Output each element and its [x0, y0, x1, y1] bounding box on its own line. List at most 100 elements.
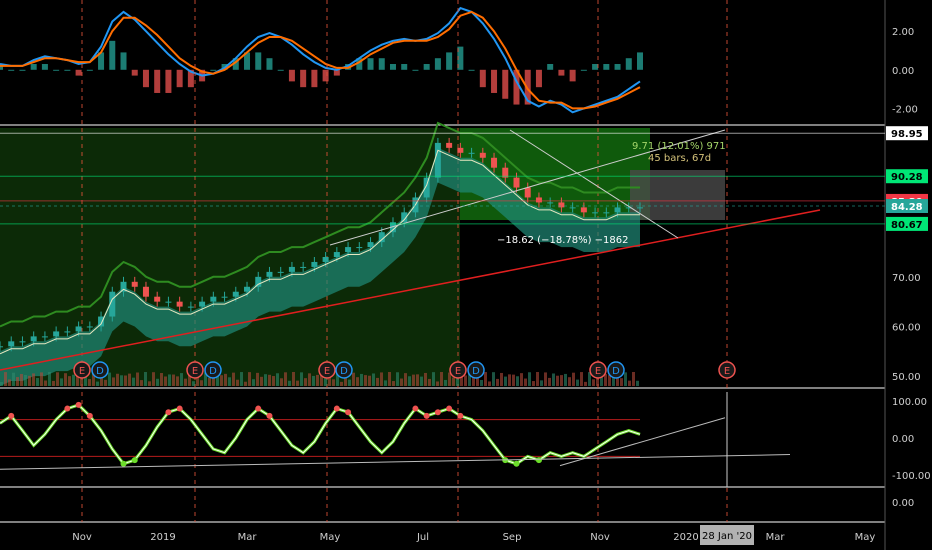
volume-bar — [276, 373, 279, 386]
volume-bar — [8, 379, 11, 386]
volume-bar — [280, 378, 283, 386]
macd-histogram-bar — [592, 64, 599, 70]
volume-bar — [72, 374, 75, 386]
macd-histogram-bar — [244, 52, 251, 70]
candle-body — [637, 207, 643, 209]
earnings-marker[interactable]: E — [589, 361, 607, 379]
earnings-marker[interactable]: E — [318, 361, 336, 379]
volume-bar — [348, 379, 351, 386]
macd-histogram-bar — [300, 69, 307, 88]
earnings-marker[interactable]: E — [449, 361, 467, 379]
candle-body — [277, 271, 284, 273]
time-axis[interactable]: Nov 2019 Mar May Jul Sep Nov 2020 Mar May — [72, 392, 875, 543]
volume-bar — [224, 373, 227, 386]
volume-bar — [324, 376, 327, 386]
volume-bar — [76, 374, 79, 386]
candle-body — [614, 207, 621, 213]
price-tag-label: 98.95 — [891, 129, 923, 140]
volume-bar — [128, 373, 131, 386]
price-axis[interactable]: 2.00 0.00 -2.00 70.00 60.00 50.00 100.00 0.00 -1… — [886, 27, 931, 509]
oscillator-dot — [165, 409, 172, 416]
candle-body — [244, 286, 251, 292]
macd-histogram-bar — [19, 69, 26, 71]
volume-bar — [468, 373, 471, 386]
price-tag-label: 90.28 — [891, 172, 923, 183]
dividend-marker[interactable]: D — [335, 361, 353, 379]
candle-body — [120, 281, 127, 292]
signal-line — [0, 10, 641, 110]
time-axis-tick: Mar — [238, 532, 258, 543]
volume-bar — [376, 377, 379, 386]
candle-body — [199, 301, 206, 307]
dividend-marker[interactable]: D — [91, 361, 109, 379]
time-axis-tick: Nov — [590, 532, 610, 543]
volume-bar — [236, 379, 239, 386]
candle-body — [255, 276, 262, 287]
volume-bar — [504, 376, 507, 386]
macd-histogram-bar — [479, 69, 486, 88]
macd-histogram-bar — [603, 64, 610, 70]
macd-histogram-bar — [187, 69, 194, 88]
macd-histogram-bar — [401, 64, 408, 70]
dividend-marker[interactable]: D — [204, 361, 222, 379]
candle-body — [41, 336, 48, 338]
volume-bar — [368, 375, 371, 386]
volume-bar — [208, 377, 211, 386]
volume-bar — [484, 372, 487, 386]
candle-body — [491, 157, 498, 168]
macd-histogram-bar — [210, 69, 217, 71]
oscillator-panel[interactable] — [0, 401, 791, 470]
oscillator-dot — [513, 460, 520, 467]
candle-body — [311, 261, 318, 267]
volume-bar — [160, 373, 163, 386]
macd-panel[interactable] — [0, 6, 643, 114]
volume-bar — [168, 374, 171, 386]
earnings-marker[interactable]: E — [73, 361, 91, 379]
candle-body — [210, 296, 217, 302]
candle-body — [131, 281, 138, 287]
candle-body — [457, 147, 464, 153]
volume-bar — [448, 372, 451, 386]
volume-bar — [524, 378, 527, 386]
earnings-marker[interactable]: E — [718, 361, 736, 379]
volume-bar — [344, 372, 347, 386]
volume-bar — [256, 372, 259, 386]
volume-bar — [124, 375, 127, 386]
price-axis-tick: 2.00 — [892, 27, 914, 38]
volume-bar — [316, 374, 319, 386]
candle-body — [30, 336, 37, 342]
earnings-marker[interactable]: E — [186, 361, 204, 379]
volume-bar — [192, 381, 195, 386]
dividend-marker[interactable]: D — [467, 361, 485, 379]
macd-histogram-bar — [154, 69, 161, 93]
macd-histogram-bar — [255, 52, 262, 70]
macd-histogram-bar — [86, 69, 93, 71]
volume-bar — [116, 373, 119, 386]
volume-bar — [212, 373, 215, 386]
volume-bar — [620, 378, 623, 386]
oscillator-dot — [423, 412, 430, 419]
crosshair-date-text: 28 Jan '20 — [702, 531, 752, 542]
candle-body — [165, 301, 172, 303]
price-tag: 80.67 — [886, 216, 928, 231]
range-down-annotation: −18.62 (−18.78%) −1862 — [497, 235, 629, 246]
price-tag-label: 80.67 — [891, 220, 923, 231]
candle-body — [19, 341, 26, 343]
volume-bar — [216, 375, 219, 386]
macd-histogram-bar — [165, 69, 172, 93]
volume-bar — [492, 372, 495, 386]
candle-body — [187, 306, 194, 308]
price-axis-tick: 0.00 — [892, 498, 914, 509]
dividend-marker[interactable]: D — [607, 361, 625, 379]
volume-bar — [476, 372, 479, 386]
volume-bar — [260, 376, 263, 386]
volume-bar — [144, 372, 147, 386]
event-marker-label: D — [209, 366, 217, 377]
oscillator-dot — [434, 409, 441, 416]
macd-histogram-bar — [558, 69, 565, 76]
volume-bar — [60, 378, 63, 386]
trend-line-support — [0, 209, 821, 371]
volume-bar — [596, 372, 599, 386]
